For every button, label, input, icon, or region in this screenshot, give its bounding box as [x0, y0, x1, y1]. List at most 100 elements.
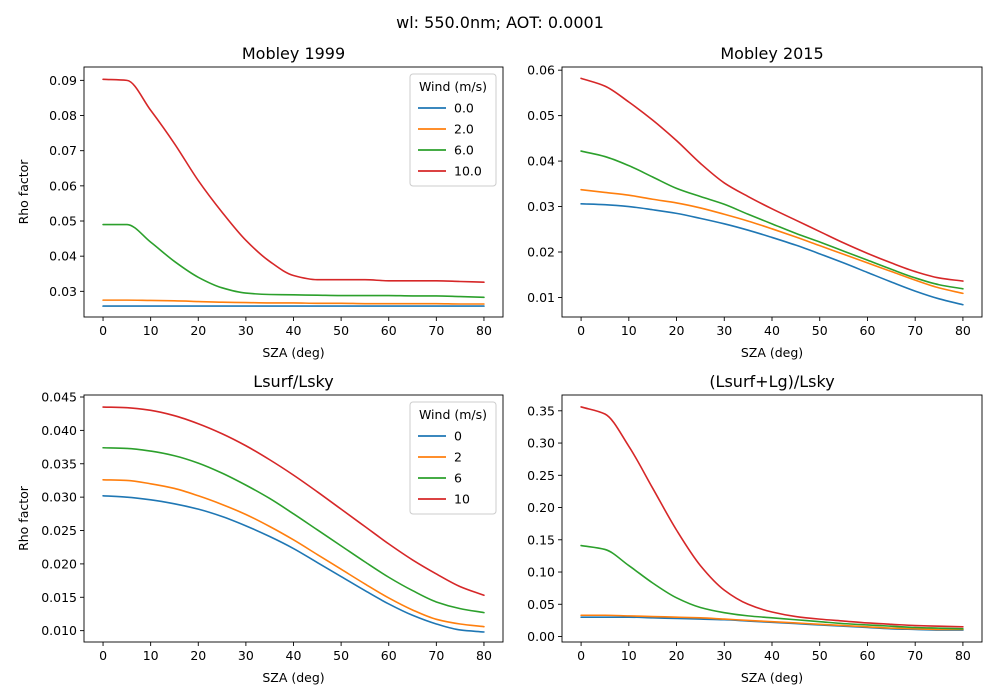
- y-tick-label: 0.15: [527, 532, 555, 547]
- x-tick-label: 70: [907, 323, 923, 338]
- x-tick-label: 60: [860, 323, 876, 338]
- y-tick-label: 0.09: [49, 73, 77, 88]
- x-tick-label: 20: [190, 323, 206, 338]
- y-tick-label: 0.020: [41, 556, 77, 571]
- series-line-2: [580, 614, 964, 631]
- x-tick-label: 80: [955, 648, 971, 663]
- x-tick-label: 50: [812, 648, 828, 663]
- y-axis-label: Rho factor: [16, 485, 31, 551]
- subplot-1: Mobley 1999 0 10 20 30 40 50 60 70 80 0.03 0.04 0.05…: [16, 44, 504, 360]
- x-tick-label: 80: [476, 648, 492, 663]
- y-tick-label: 0.030: [41, 490, 77, 505]
- legend-label: 10: [454, 492, 470, 507]
- series-line-3: [580, 544, 964, 630]
- x-tick-label: 60: [860, 648, 876, 663]
- y-tick-label: 0.010: [41, 623, 77, 638]
- subplot-title: Lsurf/Lsky: [253, 372, 333, 391]
- x-tick-label: 10: [621, 323, 637, 338]
- y-tick-label: 0.03: [49, 284, 77, 299]
- y-tick-label: 0.04: [49, 249, 77, 264]
- y-tick-label: 0.045: [41, 390, 77, 405]
- legend-label: 10.0: [454, 164, 482, 179]
- subplot-title: (Lsurf+Lg)/Lsky: [709, 372, 834, 391]
- legend-box: [409, 73, 497, 187]
- y-tick-label: 0.25: [527, 468, 555, 483]
- x-tick-label: 30: [238, 648, 254, 663]
- x-axis-label: SZA (deg): [262, 670, 324, 685]
- legend-label: 0.0: [454, 101, 474, 116]
- y-tick-label: 0.04: [527, 154, 555, 169]
- legend-title: Wind (m/s): [419, 407, 487, 422]
- series-group: [580, 77, 964, 306]
- x-tick-label: 0: [577, 648, 585, 663]
- y-tick-label: 0.05: [527, 597, 555, 612]
- subplot-2: Mobley 2015 0 10 20 30 40 50 60 70 80 0.01 0.02 0.03…: [527, 44, 983, 360]
- series-line-4: [580, 406, 964, 628]
- y-tick-label: 0.02: [527, 245, 555, 260]
- legend-label: 0: [454, 429, 462, 444]
- legend-label: 2: [454, 450, 462, 465]
- x-tick-label: 70: [428, 323, 444, 338]
- x-tick-label: 40: [286, 648, 302, 663]
- y-tick-label: 0.07: [49, 143, 77, 158]
- y-tick-label: 0.20: [527, 500, 555, 515]
- x-tick-label: 60: [381, 323, 397, 338]
- x-tick-label: 0: [99, 323, 107, 338]
- y-tick-label: 0.08: [49, 108, 77, 123]
- x-axis-label: SZA (deg): [741, 670, 803, 685]
- x-tick-label: 60: [381, 648, 397, 663]
- series-line-2: [102, 478, 485, 628]
- y-tick-label: 0.05: [49, 214, 77, 229]
- series-line-3: [580, 150, 964, 290]
- series-line-2.0: [102, 299, 485, 305]
- legend-label: 2.0: [454, 122, 474, 137]
- y-tick-label: 0.040: [41, 423, 77, 438]
- series-line-6: [102, 446, 485, 614]
- series-line-10: [102, 406, 485, 597]
- subplot-title: Mobley 1999: [242, 44, 345, 63]
- x-tick-label: 40: [764, 323, 780, 338]
- x-tick-label: 30: [716, 648, 732, 663]
- y-tick-label: 0.025: [41, 523, 77, 538]
- y-tick-label: 0.01: [527, 290, 555, 305]
- x-tick-label: 40: [764, 648, 780, 663]
- series-group: [102, 78, 485, 307]
- legend-label: 6.0: [454, 143, 474, 158]
- x-tick-label: 50: [333, 323, 349, 338]
- y-tick-label: 0.015: [41, 590, 77, 605]
- x-tick-label: 30: [716, 323, 732, 338]
- y-tick-label: 0.06: [527, 63, 555, 78]
- x-tick-label: 10: [143, 323, 159, 338]
- legend-box: [409, 401, 497, 515]
- series-line-10.0: [102, 78, 485, 283]
- y-tick-label: 0.05: [527, 108, 555, 123]
- x-tick-label: 20: [669, 648, 685, 663]
- y-axis-label: Rho factor: [16, 159, 31, 225]
- x-tick-label: 10: [621, 648, 637, 663]
- series-line-0: [102, 495, 485, 633]
- y-tick-label: 0.035: [41, 456, 77, 471]
- x-tick-label: 10: [143, 648, 159, 663]
- series-group: [580, 406, 964, 631]
- series-line-6.0: [102, 223, 485, 299]
- legend: Wind (m/s) 0 2 6 10: [409, 401, 497, 515]
- y-tick-label: 0.06: [49, 178, 77, 193]
- x-tick-label: 40: [286, 323, 302, 338]
- x-tick-label: 0: [577, 323, 585, 338]
- x-axis-label: SZA (deg): [741, 345, 803, 360]
- x-tick-label: 80: [476, 323, 492, 338]
- legend-title: Wind (m/s): [419, 79, 487, 94]
- series-line-4: [580, 77, 964, 282]
- subplot-4: (Lsurf+Lg)/Lsky 0 10 20 30 40 50 60 70 80 0.00 0.05…: [527, 372, 983, 685]
- subplot-title: Mobley 2015: [720, 44, 823, 63]
- series-line-1: [580, 203, 964, 306]
- x-tick-label: 20: [190, 648, 206, 663]
- x-axis-label: SZA (deg): [262, 345, 324, 360]
- y-tick-label: 0.03: [527, 199, 555, 214]
- y-tick-label: 0.00: [527, 629, 555, 644]
- x-tick-label: 20: [669, 323, 685, 338]
- series-group: [102, 406, 485, 633]
